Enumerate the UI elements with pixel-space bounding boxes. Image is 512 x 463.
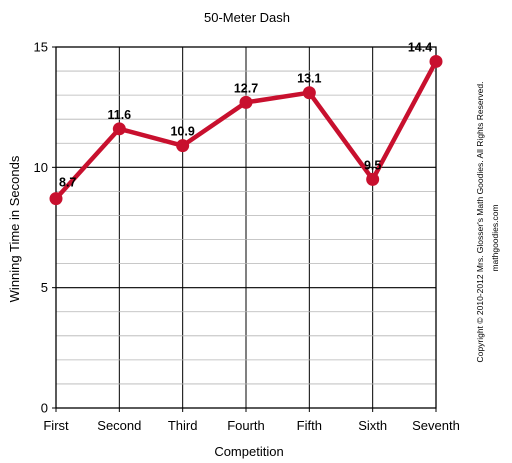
x-tick-label: First xyxy=(43,418,69,433)
x-axis-label: Competition xyxy=(214,444,283,459)
x-tick-label: Third xyxy=(168,418,198,433)
data-label: 9.5 xyxy=(364,158,381,172)
x-tick-label: Fifth xyxy=(297,418,322,433)
y-tick-label: 15 xyxy=(34,40,48,55)
y-axis-ticks: 0 5 10 15 xyxy=(34,40,56,416)
data-label: 14.4 xyxy=(408,40,432,54)
data-point-marker xyxy=(302,86,316,100)
data-label: 11.6 xyxy=(108,108,132,122)
data-label: 12.7 xyxy=(234,81,258,95)
data-point-marker xyxy=(49,192,63,206)
data-point-marker xyxy=(429,54,443,68)
y-axis-label: Winning Time in Seconds xyxy=(7,155,22,302)
website-credit: mathgoodies.com xyxy=(490,204,500,271)
x-tick-label: Fourth xyxy=(227,418,265,433)
data-point-marker xyxy=(239,95,253,109)
data-point-marker xyxy=(176,139,190,153)
series-markers xyxy=(49,54,443,206)
data-label: 8.7 xyxy=(59,176,76,190)
data-labels: 8.7 11.6 10.9 12.7 13.1 9.5 14.4 xyxy=(59,40,432,189)
chart-title: 50-Meter Dash xyxy=(204,10,290,25)
x-axis-ticks: First Second Third Fourth Fifth Sixth Seventh xyxy=(43,408,460,433)
y-tick-label: 5 xyxy=(41,280,48,295)
data-point-marker xyxy=(112,122,126,136)
data-label: 13.1 xyxy=(297,72,321,86)
grid xyxy=(56,47,436,408)
y-tick-label: 0 xyxy=(41,401,48,416)
x-tick-label: Seventh xyxy=(412,418,460,433)
x-tick-label: Second xyxy=(97,418,141,433)
x-tick-label: Sixth xyxy=(358,418,387,433)
data-point-marker xyxy=(366,172,380,186)
y-tick-label: 10 xyxy=(34,160,48,175)
data-label: 10.9 xyxy=(170,125,194,139)
copyright-notice: Copyright © 2010-2012 Mrs. Glosser's Mat… xyxy=(475,82,485,363)
